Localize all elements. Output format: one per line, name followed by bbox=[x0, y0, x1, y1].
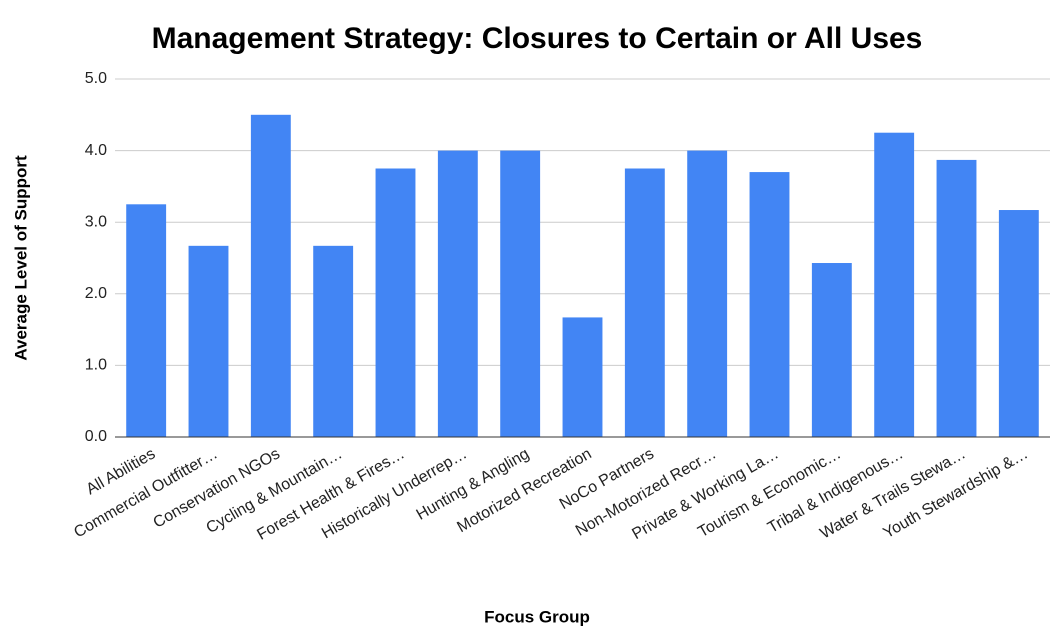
bar bbox=[874, 132, 915, 437]
x-axis-label: Focus Group bbox=[484, 607, 590, 626]
bar bbox=[375, 168, 416, 437]
y-tick-label: 4.0 bbox=[85, 142, 107, 159]
bar bbox=[250, 114, 291, 438]
y-tick-label: 1.0 bbox=[85, 357, 107, 374]
bar bbox=[749, 172, 790, 437]
bar bbox=[998, 210, 1039, 437]
y-tick-label: 3.0 bbox=[85, 213, 107, 230]
y-tick-label: 5.0 bbox=[85, 70, 107, 87]
bar bbox=[811, 263, 852, 437]
y-axis-label: Average Level of Support bbox=[11, 155, 30, 361]
y-tick-label: 2.0 bbox=[85, 285, 107, 302]
bar bbox=[500, 150, 541, 437]
bar bbox=[437, 150, 478, 437]
bar bbox=[936, 159, 977, 437]
bar bbox=[313, 245, 354, 437]
bar bbox=[687, 150, 728, 437]
chart-title: Management Strategy: Closures to Certain… bbox=[152, 22, 923, 55]
y-tick-label: 0.0 bbox=[85, 428, 107, 445]
bar bbox=[126, 204, 167, 437]
bar bbox=[188, 245, 229, 437]
bar bbox=[562, 317, 603, 437]
bar bbox=[624, 168, 665, 437]
